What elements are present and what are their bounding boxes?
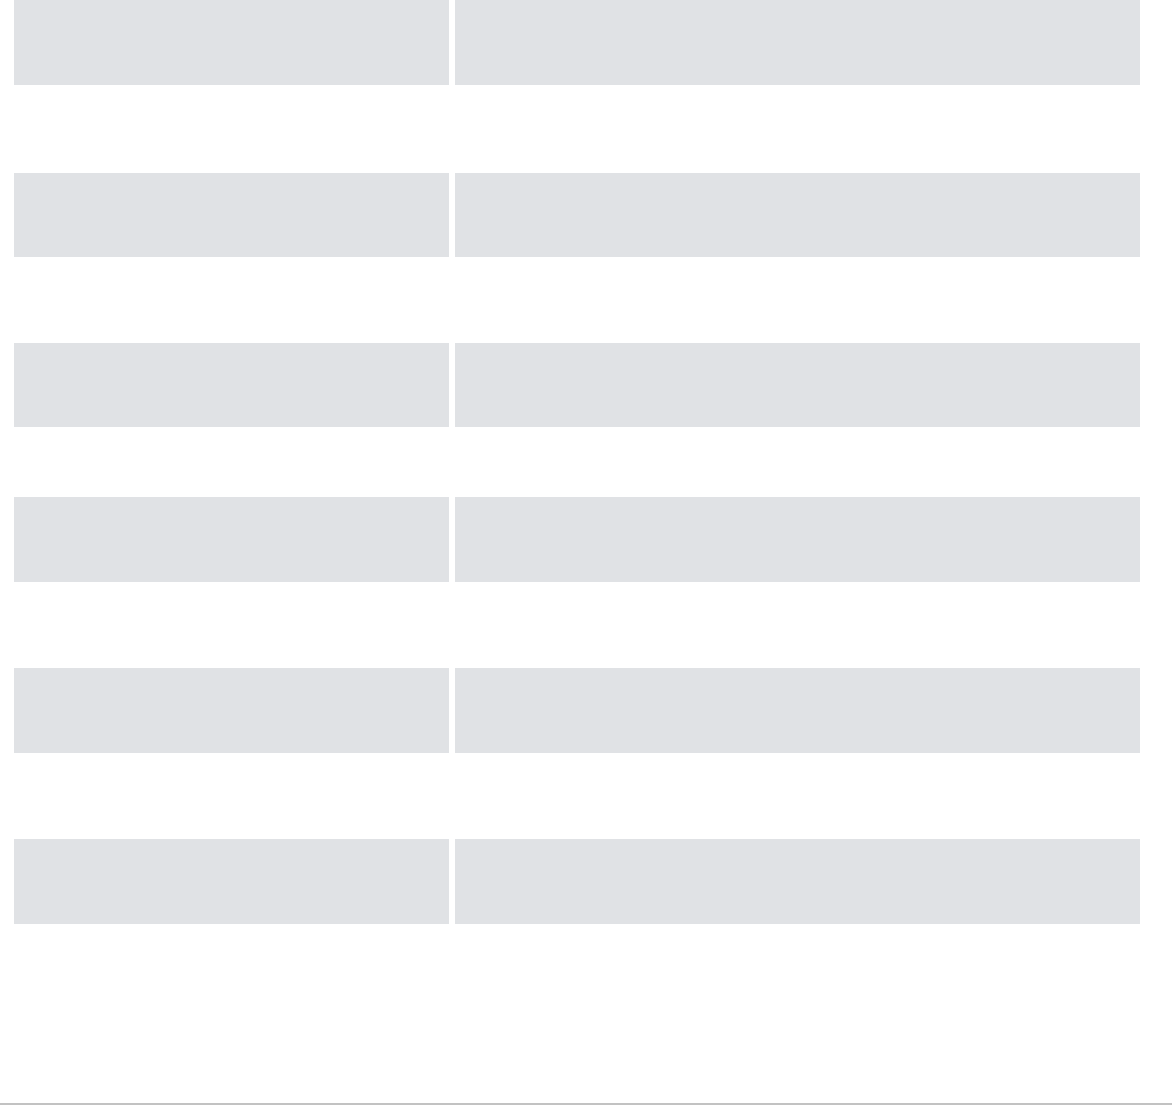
image-placeholder xyxy=(455,0,1140,85)
image-placeholder xyxy=(455,839,1140,924)
image-placeholder xyxy=(14,497,449,582)
placeholder-row-4 xyxy=(0,497,1172,582)
image-placeholder xyxy=(14,343,449,427)
image-placeholder xyxy=(455,497,1140,582)
image-placeholder xyxy=(14,173,449,257)
image-placeholder xyxy=(14,839,449,924)
placeholder-row-6 xyxy=(0,839,1172,924)
image-placeholder xyxy=(14,668,449,753)
image-placeholder xyxy=(455,173,1140,257)
image-placeholder xyxy=(455,343,1140,427)
placeholder-row-3 xyxy=(0,343,1172,427)
placeholder-row-5 xyxy=(0,668,1172,753)
image-placeholder xyxy=(455,668,1140,753)
placeholder-row-2 xyxy=(0,173,1172,257)
image-placeholder xyxy=(14,0,449,85)
bottom-divider xyxy=(0,1103,1172,1105)
placeholder-row-1 xyxy=(0,0,1172,85)
